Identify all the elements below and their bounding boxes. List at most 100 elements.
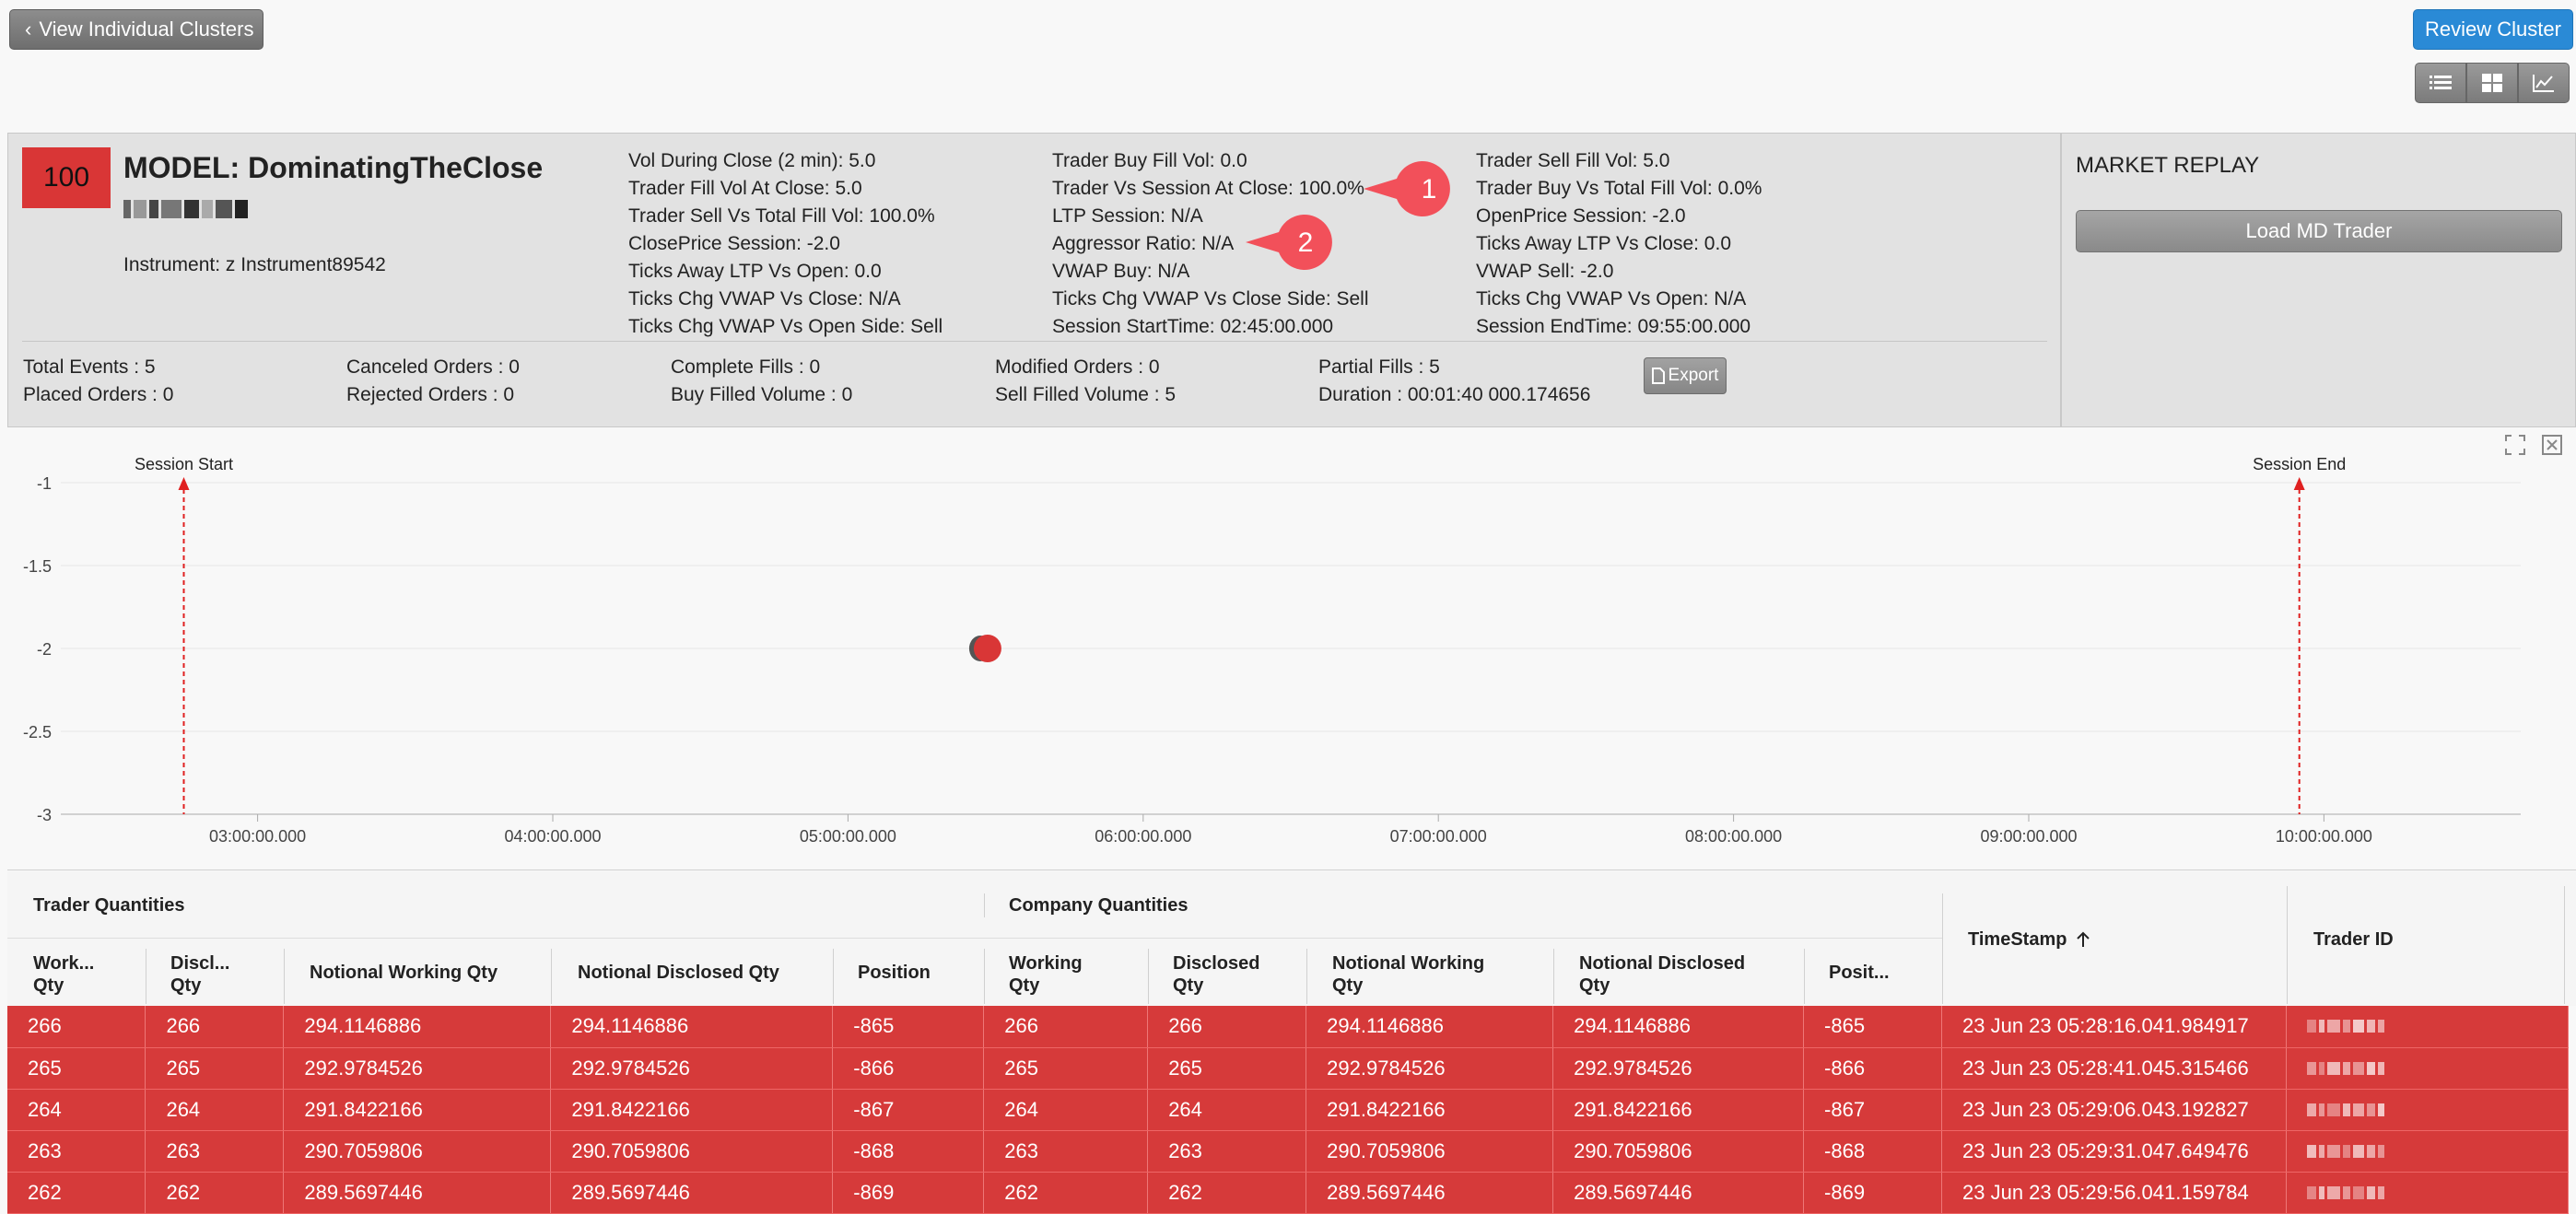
table-cell: 290.7059806 — [283, 1130, 552, 1173]
table-row[interactable]: 265 265 292.9784526 292.9784526 -866 265 265 29… — [7, 1047, 2569, 1090]
redaction-block — [2367, 1020, 2375, 1033]
redacted-trader-id — [2287, 1103, 2568, 1116]
session-end-label: Session End — [2253, 455, 2346, 473]
table-cell: 294.1146886 — [283, 1006, 552, 1048]
trader-id-cell — [2286, 1172, 2569, 1214]
col-header-discl-qty[interactable]: Discl... Qty — [170, 952, 229, 997]
table-cell: 292.9784526 — [550, 1047, 834, 1090]
expand-icon[interactable] — [2503, 433, 2527, 457]
col-header-company-position[interactable]: Posit... — [1829, 963, 1890, 983]
col-header-work-qty[interactable]: Work... Qty — [33, 952, 94, 997]
col-separator — [1306, 949, 1307, 1004]
group-trader-quantities: Trader Quantities — [33, 895, 185, 916]
col-header-position[interactable]: Position — [858, 963, 931, 983]
cell-value: -867 — [1824, 1097, 1866, 1121]
table-cell: 265 — [1147, 1047, 1307, 1090]
cell-value: 291.8422166 — [571, 1097, 690, 1121]
stat-rejected-orders: Rejected Orders : 0 — [346, 384, 515, 405]
cell-value: 262 — [166, 1180, 201, 1204]
cell-value: 266 — [1004, 1014, 1038, 1038]
cell-value: 262 — [28, 1180, 62, 1204]
table-cell: 264 — [7, 1089, 146, 1131]
col-header-company-notional-working-qty[interactable]: Notional Working Qty — [1332, 952, 1484, 997]
metric-ltp-session: LTP Session: N/A — [1052, 205, 1203, 227]
table-row[interactable]: 266 266 294.1146886 294.1146886 -865 266 266 29… — [7, 1006, 2569, 1048]
stats-col-5: Partial Fills : 5 Duration : 00:01:40 00… — [1318, 354, 1590, 409]
cell-value: 265 — [1168, 1056, 1202, 1080]
chart-view-button[interactable] — [2518, 63, 2570, 103]
redacted-trader-id — [2287, 1061, 2568, 1075]
redaction-block — [2319, 1144, 2324, 1158]
table-cell: 23 Jun 23 05:29:31.047.649476 — [1941, 1130, 2287, 1173]
redaction-block — [2353, 1061, 2364, 1075]
col-line-1: Working — [1009, 953, 1083, 974]
col-line-2: Qty — [1332, 975, 1364, 996]
redaction-block — [2353, 1144, 2364, 1158]
export-button[interactable]: Export — [1644, 357, 1727, 394]
y-tick-label: -2.5 — [23, 723, 52, 741]
x-tick-label: 09:00:00.000 — [1980, 827, 2077, 846]
list-view-icon — [2430, 76, 2452, 89]
table-cell: 294.1146886 — [1306, 1006, 1554, 1048]
col-header-timestamp[interactable]: TimeStamp — [1968, 928, 2090, 951]
redaction-block — [2343, 1185, 2350, 1199]
table-cell: 265 — [145, 1047, 285, 1090]
callout-2: 2 — [1246, 215, 1332, 270]
metric-ticks-away-ltp-vs-open: Ticks Away LTP Vs Open: 0.0 — [628, 261, 882, 282]
redaction-block — [2378, 1061, 2384, 1075]
table-row[interactable]: 264 264 291.8422166 291.8422166 -867 264 264 29… — [7, 1089, 2569, 1131]
table-cell: 289.5697446 — [283, 1172, 552, 1214]
redaction-block — [2378, 1185, 2384, 1199]
metric-trader-fill-vol-at-close: Trader Fill Vol At Close: 5.0 — [628, 178, 862, 199]
col-header-notional-disclosed-qty[interactable]: Notional Disclosed Qty — [578, 963, 779, 983]
stat-complete-fills: Complete Fills : 0 — [671, 356, 821, 378]
cell-value: 262 — [1004, 1180, 1038, 1204]
session-start-label: Session Start — [135, 455, 233, 473]
table-cell: 292.9784526 — [1306, 1047, 1554, 1090]
col-header-company-working-qty[interactable]: Working Qty — [1009, 952, 1083, 997]
table-row[interactable]: 262 262 289.5697446 289.5697446 -869 262 262 28… — [7, 1172, 2569, 1214]
col-separator — [284, 949, 285, 1004]
redaction-block — [2367, 1144, 2375, 1158]
col-header-notional-working-qty[interactable]: Notional Working Qty — [310, 963, 498, 983]
table-header — [7, 871, 2576, 1006]
col-header-company-disclosed-qty[interactable]: Disclosed Qty — [1173, 952, 1259, 997]
redaction-block — [2353, 1020, 2364, 1033]
redaction-block — [2367, 1185, 2375, 1199]
review-cluster-button[interactable]: Review Cluster — [2413, 9, 2573, 50]
metric-trader-buy-vs-total: Trader Buy Vs Total Fill Vol: 0.0% — [1476, 178, 1762, 199]
chevron-left-icon: ‹ — [25, 18, 32, 41]
table-cell: -865 — [1803, 1006, 1943, 1048]
load-md-trader-button[interactable]: Load MD Trader — [2076, 210, 2562, 252]
cell-value: -869 — [853, 1180, 895, 1204]
stat-placed-orders: Placed Orders : 0 — [23, 384, 174, 405]
table-cell: 263 — [1147, 1130, 1307, 1173]
col-header-company-notional-disclosed-qty[interactable]: Notional Disclosed Qty — [1579, 952, 1745, 997]
cell-value: 266 — [166, 1014, 201, 1038]
reset-zoom-icon[interactable] — [2540, 433, 2564, 457]
table-cell: 263 — [7, 1130, 146, 1173]
table-cell: 294.1146886 — [550, 1006, 834, 1048]
redaction-block — [2378, 1020, 2384, 1033]
view-toggle-group — [2415, 63, 2570, 103]
market-replay-divider — [2060, 134, 2062, 426]
back-button-label: View Individual Clusters — [39, 18, 254, 41]
cell-value: 266 — [1168, 1014, 1202, 1038]
col-header-trader-id[interactable]: Trader ID — [2313, 929, 2394, 950]
list-view-button[interactable] — [2415, 63, 2466, 103]
table-cell: 291.8422166 — [1552, 1089, 1805, 1131]
table-cell: -869 — [832, 1172, 985, 1214]
y-tick-label: -1.5 — [23, 557, 52, 576]
timestamp-label: TimeStamp — [1968, 929, 2067, 950]
col-line-2: Qty — [1173, 975, 1204, 996]
x-tick-label: 07:00:00.000 — [1390, 827, 1487, 846]
redaction-block — [2307, 1061, 2316, 1075]
y-tick-label: -1 — [37, 474, 52, 493]
cell-value: -868 — [1824, 1138, 1866, 1162]
view-individual-clusters-button[interactable]: ‹ View Individual Clusters — [9, 9, 263, 50]
redaction-block — [2327, 1103, 2340, 1116]
grid-view-button[interactable] — [2466, 63, 2518, 103]
table-row[interactable]: 263 263 290.7059806 290.7059806 -868 263 263 29… — [7, 1130, 2569, 1173]
col-line-1: Work... — [33, 953, 95, 974]
table-cell: 266 — [145, 1006, 285, 1048]
